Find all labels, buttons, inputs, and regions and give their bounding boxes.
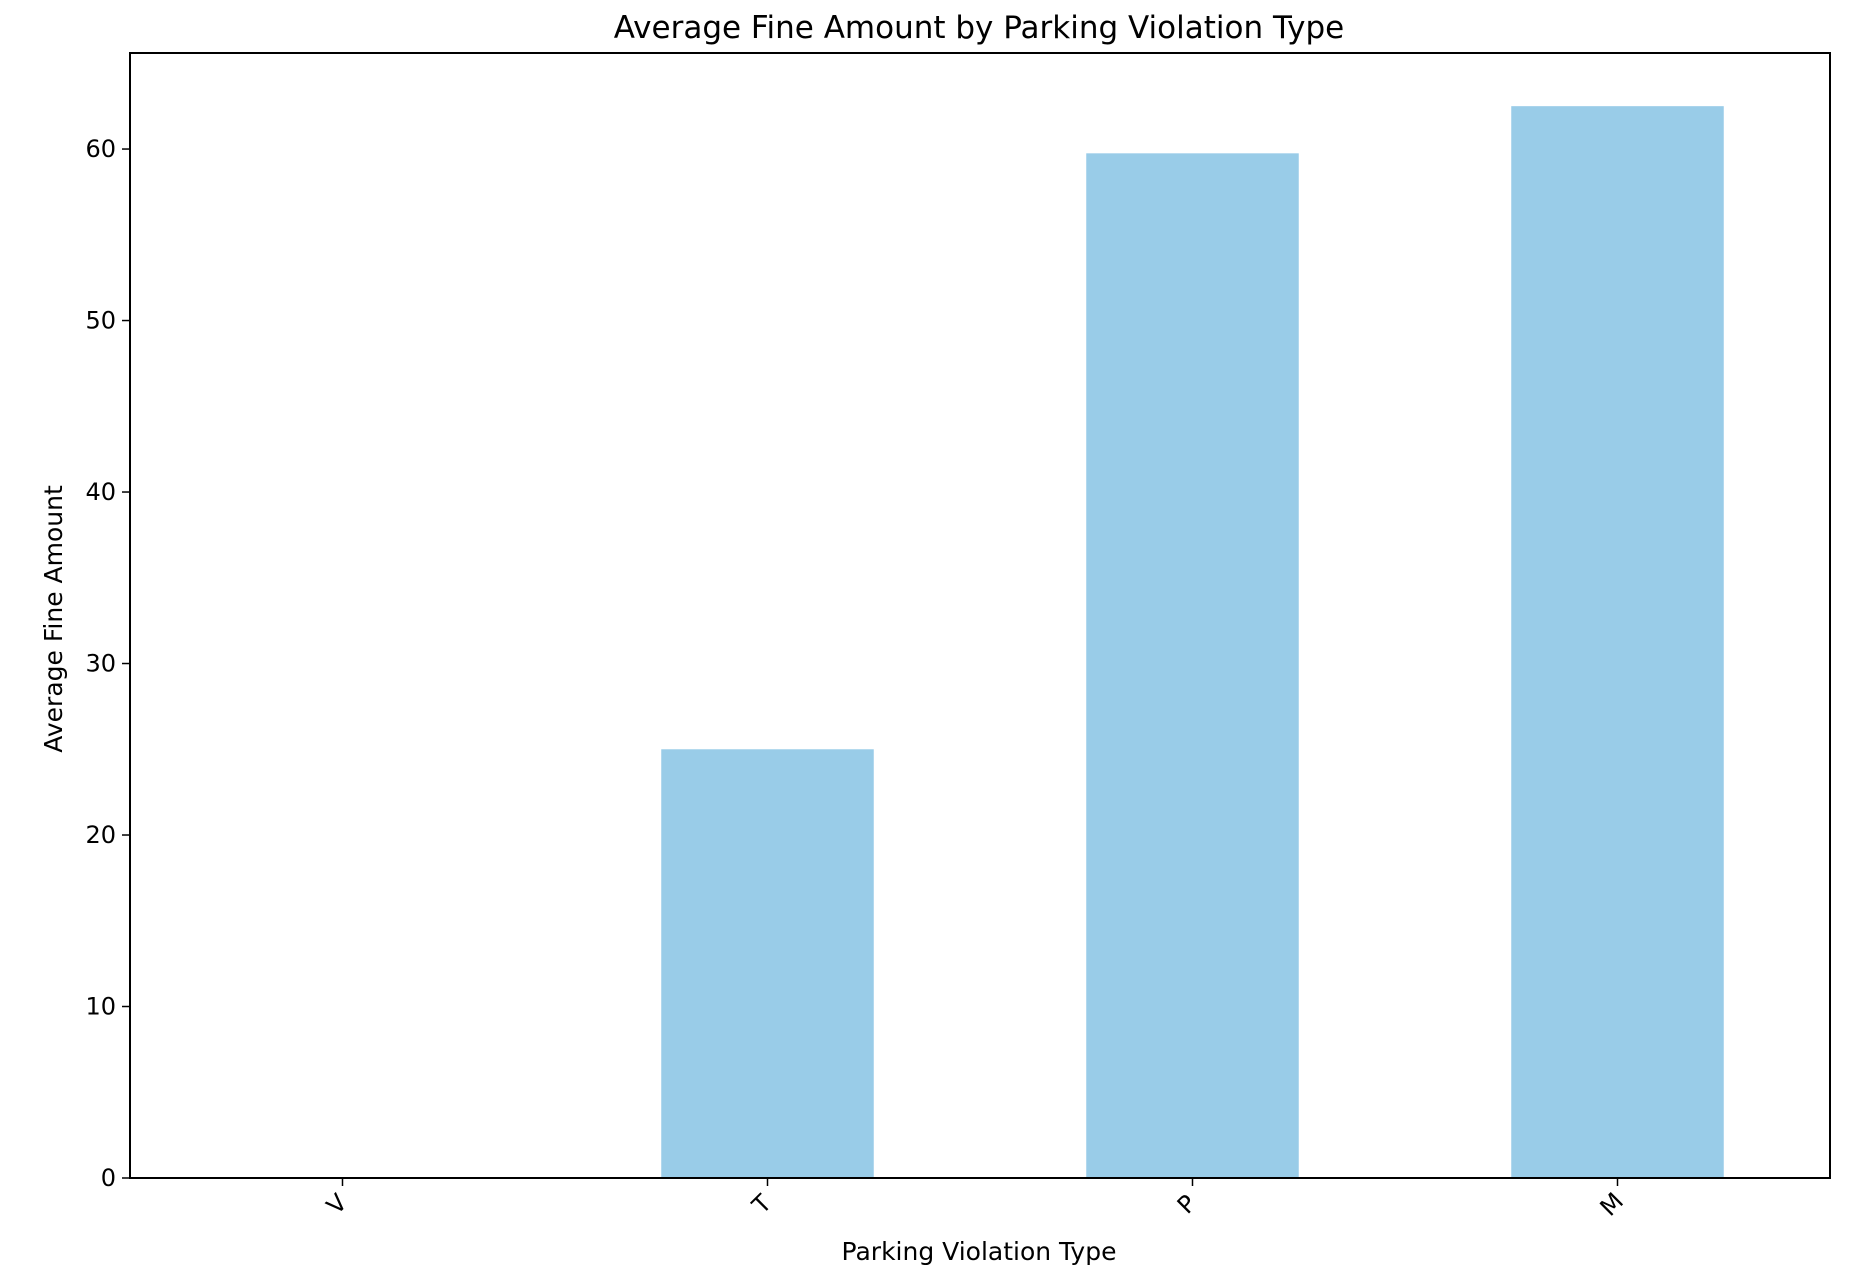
y-tick-label: 30 xyxy=(85,650,116,678)
y-tick-label: 60 xyxy=(85,135,116,163)
y-tick-label: 0 xyxy=(101,1164,116,1192)
x-tick-label: P xyxy=(1172,1189,1202,1219)
plot-frame xyxy=(129,52,1831,1179)
y-tick-label: 10 xyxy=(85,993,116,1021)
y-axis-label: Average Fine Amount xyxy=(39,485,68,753)
y-tick-label: 20 xyxy=(85,821,116,849)
bar-M xyxy=(1511,106,1724,1179)
y-tick-label: 50 xyxy=(85,307,116,335)
bar-T xyxy=(661,749,874,1178)
bars-group xyxy=(661,106,1724,1179)
x-axis-label: Parking Violation Type xyxy=(842,1237,1117,1266)
x-tick-label: V xyxy=(321,1188,353,1220)
x-tick-label: T xyxy=(746,1189,777,1220)
y-tick-label: 40 xyxy=(85,478,116,506)
y-axis: 0 10 20 30 40 50 60 xyxy=(85,135,130,1192)
chart-title: Average Fine Amount by Parking Violation… xyxy=(614,10,1344,46)
bar-P xyxy=(1086,153,1299,1178)
x-tick-label: M xyxy=(1595,1187,1629,1221)
